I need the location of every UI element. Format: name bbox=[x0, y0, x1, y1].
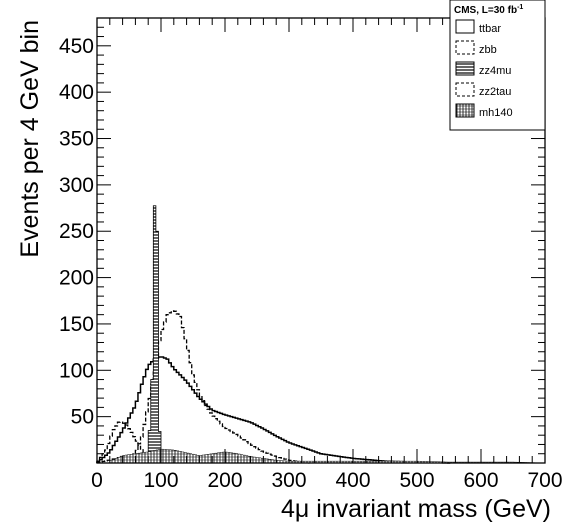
x-tick-label: 400 bbox=[335, 469, 370, 492]
y-tick-label: 200 bbox=[59, 267, 94, 290]
series-zz2tau bbox=[96, 421, 162, 464]
x-tick-label: 500 bbox=[399, 469, 434, 492]
ticks-layer bbox=[96, 17, 546, 463]
y-tick-label: 450 bbox=[59, 35, 94, 58]
y-tick-label: 150 bbox=[59, 313, 94, 336]
legend-title-sup: -1 bbox=[517, 4, 523, 11]
legend-swatch-zbb bbox=[455, 40, 475, 55]
legend-entries: ttbar zbb zz4mu zz2tau mh140 bbox=[455, 19, 513, 119]
legend-label-ttbar: ttbar bbox=[479, 23, 501, 35]
legend-title: CMS, L=30 fb-1 bbox=[454, 4, 523, 16]
labels-layer: 0 100 200 300 400 500 600 700 50 100 150 200 250 300 3… bbox=[59, 35, 563, 492]
y-tick-label: 100 bbox=[59, 359, 94, 382]
y-axis-title: Events per 4 GeV bin bbox=[16, 20, 44, 258]
legend-swatch-zz2tau bbox=[455, 82, 475, 97]
x-tick-label: 100 bbox=[143, 469, 178, 492]
y-tick-label: 400 bbox=[59, 81, 94, 104]
series-layer bbox=[96, 205, 546, 464]
y-tick-label: 250 bbox=[59, 220, 94, 243]
x-tick-label: 300 bbox=[271, 469, 306, 492]
legend-swatch-mh140 bbox=[455, 103, 475, 118]
y-tick-label: 350 bbox=[59, 128, 94, 151]
legend-label-zbb: zbb bbox=[479, 44, 497, 56]
legend-label-zz4mu: zz4mu bbox=[479, 65, 511, 77]
x-axis-title: 4μ invariant mass (GeV) bbox=[281, 495, 551, 523]
legend-title-text: CMS, L=30 fb bbox=[454, 5, 517, 16]
x-tick-label: 200 bbox=[207, 469, 242, 492]
legend: CMS, L=30 fb-1 ttbar zbb zz4mu zz2tau mh140 bbox=[449, 0, 546, 131]
legend-label-zz2tau: zz2tau bbox=[479, 86, 511, 98]
x-tick-label: 0 bbox=[91, 469, 103, 492]
legend-swatch-ttbar bbox=[455, 19, 475, 34]
legend-label-mh140: mh140 bbox=[479, 107, 513, 119]
series-mh140 bbox=[109, 448, 546, 464]
x-tick-label: 600 bbox=[463, 469, 498, 492]
y-tick-label: 300 bbox=[59, 174, 94, 197]
series-zbb bbox=[96, 310, 310, 464]
y-tick-label: 50 bbox=[71, 406, 94, 429]
x-tick-label: 700 bbox=[527, 469, 562, 492]
legend-swatch-zz4mu bbox=[455, 61, 475, 76]
